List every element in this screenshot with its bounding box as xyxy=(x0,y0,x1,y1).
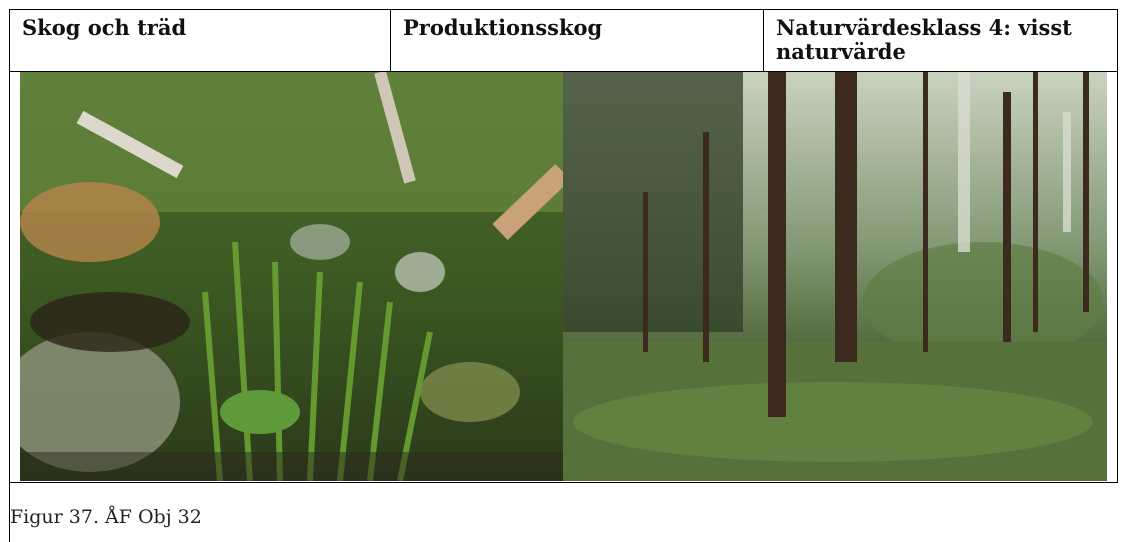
border xyxy=(1117,71,1118,483)
caption: Figur 37. ÅF Obj 32 xyxy=(10,506,202,528)
border xyxy=(9,71,10,542)
header-cell: Skog och träd xyxy=(9,9,391,72)
header-cell: Naturvärdesklass 4: visst naturvärde xyxy=(763,9,1118,72)
photo-ground-vegetation xyxy=(20,72,563,481)
header-cell: Produktionsskog xyxy=(390,9,764,72)
photo-forest xyxy=(563,72,1107,481)
border xyxy=(9,482,1118,483)
page: Skog och träd Produktionsskog Naturvärde… xyxy=(0,0,1129,542)
